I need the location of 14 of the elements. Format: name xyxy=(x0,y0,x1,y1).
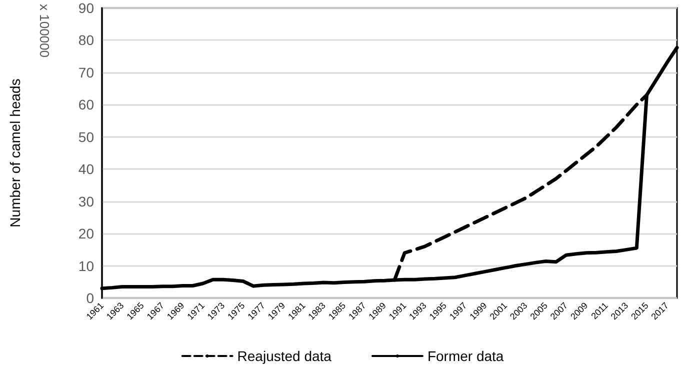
y-tick-label: 60 xyxy=(78,96,94,113)
y-tick-label: 40 xyxy=(78,161,94,178)
legend-label: Former data xyxy=(427,348,504,364)
y-tick-label: 0 xyxy=(86,290,94,306)
y-axis-title: Number of camel heads xyxy=(7,78,23,228)
text: x 100000 xyxy=(37,4,52,58)
y-tick-label: 30 xyxy=(78,193,94,210)
y-tick-label: 80 xyxy=(78,32,94,48)
legend-label: Reajusted data xyxy=(237,348,332,364)
y-tick-label: 90 xyxy=(78,0,94,16)
y-tick-label: 50 xyxy=(78,128,94,145)
y-tick-label: 20 xyxy=(78,226,94,242)
y-tick-label: 70 xyxy=(78,64,94,80)
y-tick-label: 10 xyxy=(78,258,94,274)
